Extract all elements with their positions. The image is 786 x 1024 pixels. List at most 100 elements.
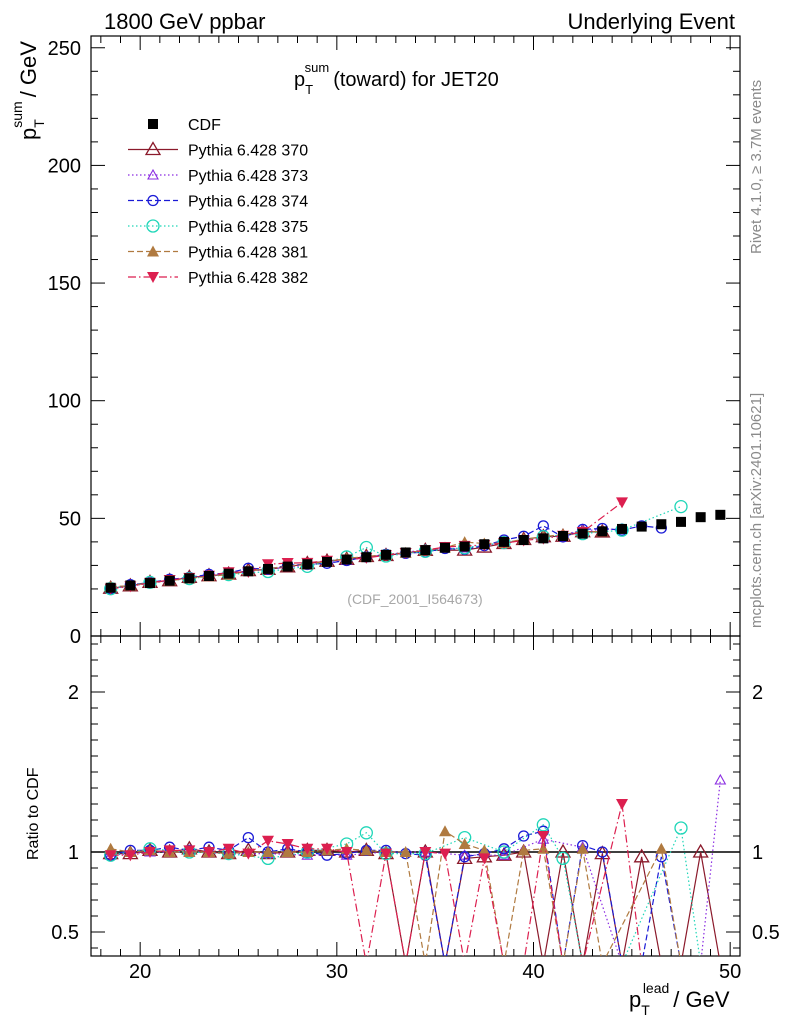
ratio-point-c381: [262, 846, 274, 857]
ratio-point-c381: [281, 846, 294, 857]
ratio-point-c382: [124, 850, 137, 862]
ratio-point-c375: [359, 826, 373, 840]
data-point-cdf: [105, 582, 116, 593]
ratio-point-c382: [262, 835, 274, 847]
ratio-point-c374: [518, 830, 530, 842]
data-point-cdf: [302, 559, 313, 570]
data-point-cdf: [381, 549, 391, 560]
ratio-series-c370: [102, 840, 720, 956]
ratio-point-c382: [321, 843, 333, 855]
ratio-line-c374: [110, 830, 681, 956]
ratio-point-c382: [281, 839, 294, 850]
legend-marker-c375: [146, 219, 160, 233]
ratio-point-c381: [458, 838, 471, 849]
main-y-tick-label: 250: [48, 38, 81, 60]
ratio-point-c370: [554, 843, 572, 858]
header-right: Underlying Event: [567, 9, 735, 34]
data-point-cdf: [440, 542, 450, 553]
series-c375: [104, 499, 688, 596]
legend-marker-c382: [147, 272, 159, 283]
ratio-series-layer: [91, 773, 740, 956]
ratio-point-c374: [242, 831, 254, 844]
ratio-point-c375: [536, 818, 550, 832]
legend-label-c381: Pythia 6.428 381: [188, 245, 308, 262]
x-tick-label: 50: [719, 961, 741, 983]
ratio-point-c381: [655, 842, 668, 854]
legend-marker-c381: [147, 245, 159, 257]
ratio-point-c382: [222, 843, 235, 855]
legend: CDF Pythia 6.428 370 Pythia 6.428 373 Pythi…: [128, 117, 308, 287]
side-label-bottom: mcplots.cern.ch [arXiv:2401.10621]: [748, 393, 765, 628]
data-point-cdf: [400, 547, 411, 558]
ratio-y-tick-label-right: 1: [752, 842, 763, 864]
ratio-point-c381: [517, 844, 530, 856]
data-point-cdf: [361, 552, 372, 563]
legend-marker-c373: [147, 168, 159, 180]
ratio-point-c381: [439, 825, 451, 837]
data-point-cdf: [597, 526, 608, 537]
data-point-cdf: [577, 528, 588, 539]
ratio-line-c381: [110, 830, 681, 956]
ratio-point-c382: [183, 845, 196, 857]
data-point-cdf: [538, 533, 549, 544]
ratio-point-c381: [576, 842, 589, 854]
legend-label-c370: Pythia 6.428 370: [188, 143, 308, 160]
data-point-cdf: [479, 539, 490, 550]
ratio-point-c382: [616, 799, 628, 810]
ratio-y-tick-label-right: 2: [752, 682, 763, 704]
series-point-c375: [674, 499, 688, 514]
ratio-point-c382: [203, 847, 215, 858]
ratio-y-tick-label-right: 0.5: [752, 922, 780, 944]
main-series-layer: [102, 497, 726, 596]
data-point-cdf: [223, 568, 234, 579]
data-point-cdf: [420, 545, 431, 556]
series-line-c374: [110, 525, 662, 590]
ratio-point-c374: [596, 846, 608, 858]
header-left: 1800 GeV ppbar: [104, 9, 265, 34]
ratio-point-c375: [674, 821, 688, 835]
y-axis-label: pTsum/ GeV: [9, 41, 47, 140]
ratio-point-c381: [360, 844, 373, 856]
ratio-point-c374: [459, 851, 471, 863]
data-point-cdf: [145, 578, 155, 589]
ratio-point-c382: [242, 848, 255, 860]
data-point-cdf: [695, 512, 706, 523]
data-point-cdf: [558, 531, 568, 541]
ratio-y-tick-label: 0.5: [51, 922, 79, 944]
x-tick-label: 40: [522, 961, 544, 983]
ratio-line-c373: [110, 779, 721, 956]
ratio-point-c381: [399, 846, 412, 857]
series-cdf-data: [105, 509, 726, 593]
data-point-cdf: [656, 519, 667, 530]
data-point-cdf: [125, 580, 136, 591]
ratio-point-c382: [163, 845, 176, 857]
ratio-point-c375: [497, 845, 511, 859]
ratio-point-c382: [340, 847, 353, 858]
data-point-cdf: [243, 566, 254, 577]
ratio-series-c373: [104, 773, 727, 956]
ratio-point-c381: [478, 844, 491, 856]
ratio-point-c370: [594, 845, 611, 860]
main-y-tick-label: 50: [59, 508, 81, 530]
legend-marker-cdf: [148, 119, 158, 129]
ratio-point-c382: [380, 848, 392, 860]
x-tick-label: 20: [129, 961, 151, 983]
ratio-point-c382: [478, 853, 491, 865]
main-axes: 0 50 100 150 200 250: [48, 36, 740, 648]
ratio-y-tick-label: 2: [68, 682, 79, 704]
ratio-point-c382: [419, 847, 432, 858]
ratio-plot: 0.5 0.5 1 1 2 2 20 30 40 50 Ratio to CDF: [25, 635, 780, 983]
legend-label-c373: Pythia 6.428 373: [188, 168, 308, 185]
ratio-line-c382: [110, 803, 642, 956]
side-label-top: Rivet 4.1.0, ≥ 3.7M events: [748, 80, 765, 254]
ratio-series-c375: [104, 818, 701, 956]
ratio-point-c370: [633, 848, 650, 863]
ratio-point-c382: [104, 850, 117, 862]
data-point-cdf: [341, 554, 352, 565]
data-point-cdf: [282, 561, 293, 572]
ratio-point-c370: [692, 843, 709, 858]
ratio-series-c382: [104, 799, 642, 956]
data-point-cdf: [499, 536, 509, 547]
data-point-cdf: [164, 575, 175, 586]
